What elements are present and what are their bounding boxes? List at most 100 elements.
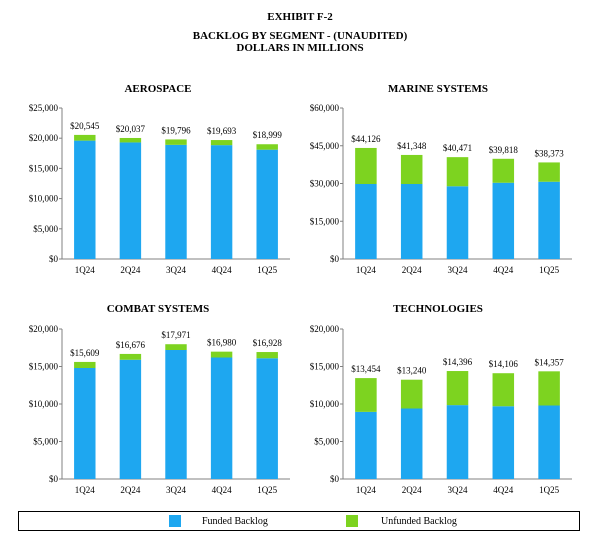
bar-funded [538,405,560,479]
x-tick-label: 3Q24 [166,265,186,275]
data-label-total: $16,928 [253,338,283,348]
x-tick-label: 1Q24 [75,265,95,275]
data-label-total: $18,999 [253,130,283,140]
data-label-total: $13,240 [397,366,427,376]
x-tick-label: 1Q24 [356,265,376,275]
chart-title: COMBAT SYSTEMS [107,303,210,315]
legend-label-funded: Funded Backlog [202,516,268,527]
chart-title: TECHNOLOGIES [393,303,483,315]
y-tick-label: $5,000 [33,224,58,234]
data-label-total: $17,971 [161,330,190,340]
bar-unfunded [400,379,423,409]
bar-funded [210,145,233,259]
chart-title: AEROSPACE [124,83,191,95]
y-tick-label: $0 [49,474,59,484]
data-label-total: $14,106 [489,359,519,369]
bar-unfunded [492,158,515,183]
y-tick-label: $30,000 [310,179,340,189]
bar-funded [446,186,469,259]
chart-technologies: TECHNOLOGIES $0 $5,000 $10,000 $15,000 $20,00… [310,303,572,495]
data-label-total: $14,396 [443,357,473,367]
x-tick-label: 1Q25 [257,485,277,495]
bar-funded [119,359,142,479]
data-label-total: $41,348 [397,141,427,151]
y-tick-label: $5,000 [314,437,339,447]
bar-unfunded [538,162,560,182]
bar-funded [256,149,278,259]
x-tick-label: 1Q25 [539,485,559,495]
data-label-total: $40,471 [443,143,472,153]
y-tick-label: $0 [330,254,340,264]
bar-unfunded [119,137,142,143]
bar-funded [74,368,96,479]
y-tick-label: $5,000 [33,437,58,447]
data-label-total: $14,357 [534,357,564,367]
units-label: DOLLARS IN MILLIONS [236,42,364,54]
y-tick-label: $20,000 [310,324,340,334]
data-label-total: $16,980 [207,338,237,348]
y-tick-label: $45,000 [310,141,340,151]
x-tick-label: 2Q24 [402,265,422,275]
data-label-total: $13,454 [351,364,381,374]
exhibit-label: EXHIBIT F-2 [267,11,333,23]
bar-funded [400,184,423,259]
bar-unfunded [446,371,469,406]
y-tick-label: $10,000 [29,399,59,409]
y-tick-label: $15,000 [29,163,59,173]
x-tick-label: 4Q24 [212,265,232,275]
bar-funded [210,357,233,479]
bar-unfunded [492,373,515,407]
y-tick-label: $60,000 [310,103,340,113]
bar-unfunded [74,134,96,141]
bar-funded [119,142,142,259]
x-tick-label: 2Q24 [402,485,422,495]
bar-funded [165,350,187,479]
x-tick-label: 2Q24 [120,265,140,275]
x-tick-label: 4Q24 [493,265,513,275]
legend-swatch-funded [169,515,181,527]
y-tick-label: $20,000 [29,324,59,334]
y-tick-label: $10,000 [310,399,340,409]
x-tick-label: 1Q25 [539,265,559,275]
legend-label-unfunded: Unfunded Backlog [381,516,457,527]
bar-unfunded [538,371,560,406]
x-tick-label: 2Q24 [120,485,140,495]
x-tick-label: 4Q24 [493,485,513,495]
bar-unfunded [256,352,278,359]
x-tick-label: 3Q24 [448,485,468,495]
bar-funded [355,411,377,479]
bar-funded [74,140,96,259]
data-label-total: $20,545 [70,121,100,131]
y-tick-label: $25,000 [29,103,59,113]
data-label-total: $38,373 [534,148,564,158]
bar-unfunded [74,361,96,368]
bar-unfunded [446,157,469,187]
bar-unfunded [256,144,278,150]
data-label-total: $44,126 [351,134,381,144]
legend: Funded Backlog Unfunded Backlog [18,511,580,531]
bar-funded [400,408,423,479]
bar-funded [538,181,560,259]
bar-funded [256,358,278,479]
bar-unfunded [119,353,142,360]
chart-marine-systems: MARINE SYSTEMS $0 $15,000 $30,000 $45,000 $60… [310,83,572,275]
bar-funded [355,184,377,259]
x-tick-label: 4Q24 [212,485,232,495]
bar-unfunded [210,351,233,358]
data-label-total: $19,796 [161,125,191,135]
x-tick-label: 1Q24 [75,485,95,495]
data-label-total: $15,609 [70,348,100,358]
bar-unfunded [355,147,377,185]
data-label-total: $16,676 [116,340,146,350]
x-tick-label: 1Q25 [257,265,277,275]
y-tick-label: $15,000 [310,216,340,226]
bar-funded [446,405,469,479]
chart-combat-systems: COMBAT SYSTEMS $0 $5,000 $10,000 $15,000 $20,… [29,303,290,495]
chart-title: MARINE SYSTEMS [388,83,488,95]
bar-unfunded [210,140,233,146]
bar-unfunded [355,378,377,412]
bar-unfunded [400,154,423,185]
bar-funded [165,144,187,259]
bar-unfunded [165,344,187,350]
